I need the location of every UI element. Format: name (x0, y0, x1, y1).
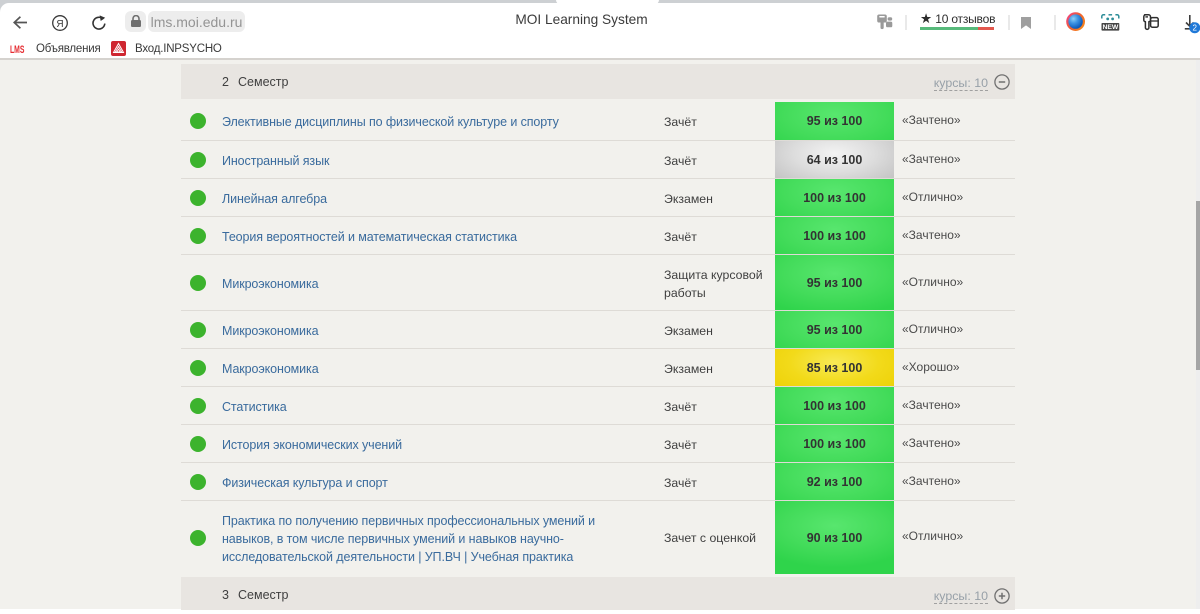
svg-text:2: 2 (1193, 24, 1198, 33)
svg-text:Я: Я (56, 19, 63, 30)
svg-text:NEW: NEW (1102, 24, 1118, 31)
